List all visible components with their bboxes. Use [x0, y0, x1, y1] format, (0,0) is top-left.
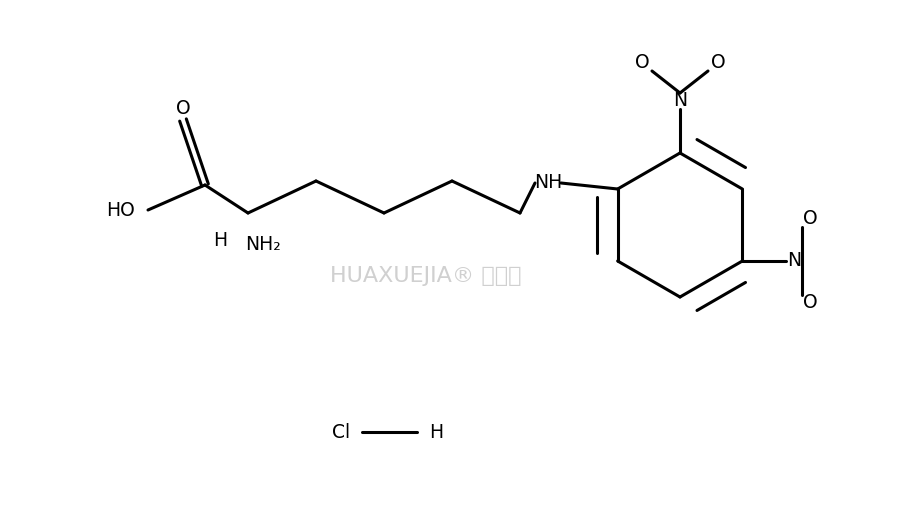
Text: HO: HO: [106, 201, 135, 219]
Text: Cl: Cl: [332, 422, 350, 441]
Text: NH: NH: [534, 174, 562, 192]
Text: O: O: [635, 54, 650, 72]
Text: O: O: [803, 210, 818, 228]
Text: O: O: [176, 98, 190, 118]
Text: O: O: [710, 54, 726, 72]
Text: H: H: [429, 422, 443, 441]
Text: N: N: [787, 252, 802, 270]
Text: O: O: [803, 293, 818, 313]
Text: H: H: [213, 231, 227, 251]
Text: N: N: [673, 92, 687, 110]
Text: HUAXUEJIA® 化学加: HUAXUEJIA® 化学加: [330, 266, 522, 285]
Text: NH₂: NH₂: [246, 236, 281, 254]
